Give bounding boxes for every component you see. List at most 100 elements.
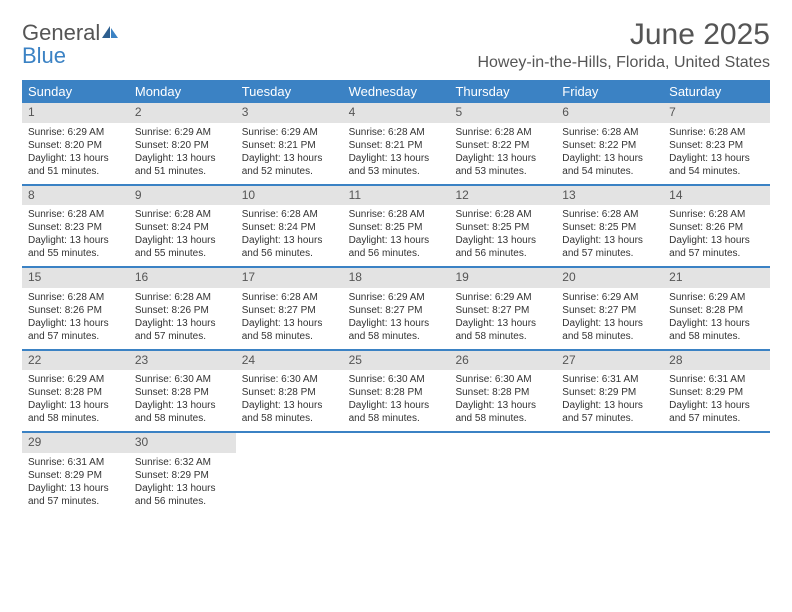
sunrise-text: Sunrise: 6:29 AM xyxy=(669,291,764,304)
day-body: Sunrise: 6:30 AMSunset: 8:28 PMDaylight:… xyxy=(343,370,450,431)
weekday-header: Wednesday xyxy=(343,80,450,103)
sunset-text: Sunset: 8:27 PM xyxy=(455,304,550,317)
sunset-text: Sunset: 8:29 PM xyxy=(28,469,123,482)
day-cell xyxy=(236,433,343,514)
sunset-text: Sunset: 8:28 PM xyxy=(349,386,444,399)
week-row: 8Sunrise: 6:28 AMSunset: 8:23 PMDaylight… xyxy=(22,186,770,269)
day-body: Sunrise: 6:28 AMSunset: 8:25 PMDaylight:… xyxy=(449,205,556,266)
sunrise-text: Sunrise: 6:29 AM xyxy=(562,291,657,304)
day-number: 7 xyxy=(663,103,770,123)
sunset-text: Sunset: 8:24 PM xyxy=(135,221,230,234)
daylight-text: Daylight: 13 hours and 56 minutes. xyxy=(135,482,230,508)
sunrise-text: Sunrise: 6:29 AM xyxy=(242,126,337,139)
week-row: 22Sunrise: 6:29 AMSunset: 8:28 PMDayligh… xyxy=(22,351,770,434)
day-number: 15 xyxy=(22,268,129,288)
sunrise-text: Sunrise: 6:28 AM xyxy=(562,126,657,139)
day-cell xyxy=(449,433,556,514)
sunrise-text: Sunrise: 6:30 AM xyxy=(135,373,230,386)
day-number: 8 xyxy=(22,186,129,206)
day-cell: 24Sunrise: 6:30 AMSunset: 8:28 PMDayligh… xyxy=(236,351,343,432)
sunset-text: Sunset: 8:25 PM xyxy=(455,221,550,234)
sunset-text: Sunset: 8:28 PM xyxy=(28,386,123,399)
day-cell xyxy=(343,433,450,514)
week-row: 15Sunrise: 6:28 AMSunset: 8:26 PMDayligh… xyxy=(22,268,770,351)
sunrise-text: Sunrise: 6:30 AM xyxy=(242,373,337,386)
day-body: Sunrise: 6:29 AMSunset: 8:20 PMDaylight:… xyxy=(22,123,129,184)
sunrise-text: Sunrise: 6:28 AM xyxy=(135,291,230,304)
day-body: Sunrise: 6:28 AMSunset: 8:25 PMDaylight:… xyxy=(556,205,663,266)
day-cell: 14Sunrise: 6:28 AMSunset: 8:26 PMDayligh… xyxy=(663,186,770,267)
day-body: Sunrise: 6:28 AMSunset: 8:22 PMDaylight:… xyxy=(556,123,663,184)
day-body: Sunrise: 6:28 AMSunset: 8:25 PMDaylight:… xyxy=(343,205,450,266)
month-title: June 2025 xyxy=(477,18,770,52)
sunset-text: Sunset: 8:28 PM xyxy=(242,386,337,399)
logo-text-block: General Blue xyxy=(22,22,120,68)
daylight-text: Daylight: 13 hours and 57 minutes. xyxy=(135,317,230,343)
sunrise-text: Sunrise: 6:28 AM xyxy=(669,208,764,221)
day-cell: 15Sunrise: 6:28 AMSunset: 8:26 PMDayligh… xyxy=(22,268,129,349)
weekday-header: Friday xyxy=(556,80,663,103)
sunset-text: Sunset: 8:23 PM xyxy=(28,221,123,234)
week-row: 1Sunrise: 6:29 AMSunset: 8:20 PMDaylight… xyxy=(22,103,770,186)
day-cell: 26Sunrise: 6:30 AMSunset: 8:28 PMDayligh… xyxy=(449,351,556,432)
weekday-header: Monday xyxy=(129,80,236,103)
day-number: 30 xyxy=(129,433,236,453)
day-number: 10 xyxy=(236,186,343,206)
weekday-header: Thursday xyxy=(449,80,556,103)
daylight-text: Daylight: 13 hours and 53 minutes. xyxy=(455,152,550,178)
day-number: 19 xyxy=(449,268,556,288)
weekday-header: Sunday xyxy=(22,80,129,103)
sunset-text: Sunset: 8:28 PM xyxy=(135,386,230,399)
sunrise-text: Sunrise: 6:30 AM xyxy=(349,373,444,386)
daylight-text: Daylight: 13 hours and 57 minutes. xyxy=(562,234,657,260)
sunset-text: Sunset: 8:28 PM xyxy=(669,304,764,317)
day-body: Sunrise: 6:28 AMSunset: 8:24 PMDaylight:… xyxy=(236,205,343,266)
sunset-text: Sunset: 8:22 PM xyxy=(455,139,550,152)
day-number: 16 xyxy=(129,268,236,288)
daylight-text: Daylight: 13 hours and 57 minutes. xyxy=(28,317,123,343)
day-cell: 28Sunrise: 6:31 AMSunset: 8:29 PMDayligh… xyxy=(663,351,770,432)
day-cell: 5 Sunrise: 6:28 AMSunset: 8:22 PMDaylight… xyxy=(449,103,556,184)
sunset-text: Sunset: 8:28 PM xyxy=(455,386,550,399)
sunset-text: Sunset: 8:26 PM xyxy=(28,304,123,317)
sunrise-text: Sunrise: 6:28 AM xyxy=(135,208,230,221)
day-cell: 22Sunrise: 6:29 AMSunset: 8:28 PMDayligh… xyxy=(22,351,129,432)
daylight-text: Daylight: 13 hours and 51 minutes. xyxy=(135,152,230,178)
day-cell: 4Sunrise: 6:28 AMSunset: 8:21 PMDaylight… xyxy=(343,103,450,184)
day-cell: 1Sunrise: 6:29 AMSunset: 8:20 PMDaylight… xyxy=(22,103,129,184)
day-cell: 21Sunrise: 6:29 AMSunset: 8:28 PMDayligh… xyxy=(663,268,770,349)
sunrise-text: Sunrise: 6:28 AM xyxy=(349,208,444,221)
daylight-text: Daylight: 13 hours and 58 minutes. xyxy=(562,317,657,343)
day-body: Sunrise: 6:28 AMSunset: 8:26 PMDaylight:… xyxy=(663,205,770,266)
sunrise-text: Sunrise: 6:29 AM xyxy=(135,126,230,139)
sunset-text: Sunset: 8:23 PM xyxy=(669,139,764,152)
sunrise-text: Sunrise: 6:28 AM xyxy=(349,126,444,139)
day-number: 3 xyxy=(236,103,343,123)
day-cell: 30Sunrise: 6:32 AMSunset: 8:29 PMDayligh… xyxy=(129,433,236,514)
day-body: Sunrise: 6:29 AMSunset: 8:28 PMDaylight:… xyxy=(22,370,129,431)
sunrise-text: Sunrise: 6:29 AM xyxy=(455,291,550,304)
daylight-text: Daylight: 13 hours and 54 minutes. xyxy=(669,152,764,178)
sunrise-text: Sunrise: 6:28 AM xyxy=(455,126,550,139)
day-number: 12 xyxy=(449,186,556,206)
sunrise-text: Sunrise: 6:29 AM xyxy=(349,291,444,304)
logo-text-blue: Blue xyxy=(22,43,66,68)
sunrise-text: Sunrise: 6:28 AM xyxy=(562,208,657,221)
day-body: Sunrise: 6:28 AMSunset: 8:23 PMDaylight:… xyxy=(22,205,129,266)
day-number: 4 xyxy=(343,103,450,123)
day-cell: 11Sunrise: 6:28 AMSunset: 8:25 PMDayligh… xyxy=(343,186,450,267)
day-number: 20 xyxy=(556,268,663,288)
sunset-text: Sunset: 8:22 PM xyxy=(562,139,657,152)
day-body: Sunrise: 6:30 AMSunset: 8:28 PMDaylight:… xyxy=(129,370,236,431)
sunrise-text: Sunrise: 6:31 AM xyxy=(562,373,657,386)
daylight-text: Daylight: 13 hours and 58 minutes. xyxy=(455,399,550,425)
sunrise-text: Sunrise: 6:28 AM xyxy=(242,208,337,221)
day-cell: 7Sunrise: 6:28 AMSunset: 8:23 PMDaylight… xyxy=(663,103,770,184)
day-number: 5 xyxy=(449,103,556,123)
daylight-text: Daylight: 13 hours and 58 minutes. xyxy=(135,399,230,425)
day-body: Sunrise: 6:29 AMSunset: 8:20 PMDaylight:… xyxy=(129,123,236,184)
day-body: Sunrise: 6:31 AMSunset: 8:29 PMDaylight:… xyxy=(663,370,770,431)
day-body: Sunrise: 6:28 AMSunset: 8:26 PMDaylight:… xyxy=(129,288,236,349)
sunrise-text: Sunrise: 6:31 AM xyxy=(669,373,764,386)
week-row: 29Sunrise: 6:31 AMSunset: 8:29 PMDayligh… xyxy=(22,433,770,514)
